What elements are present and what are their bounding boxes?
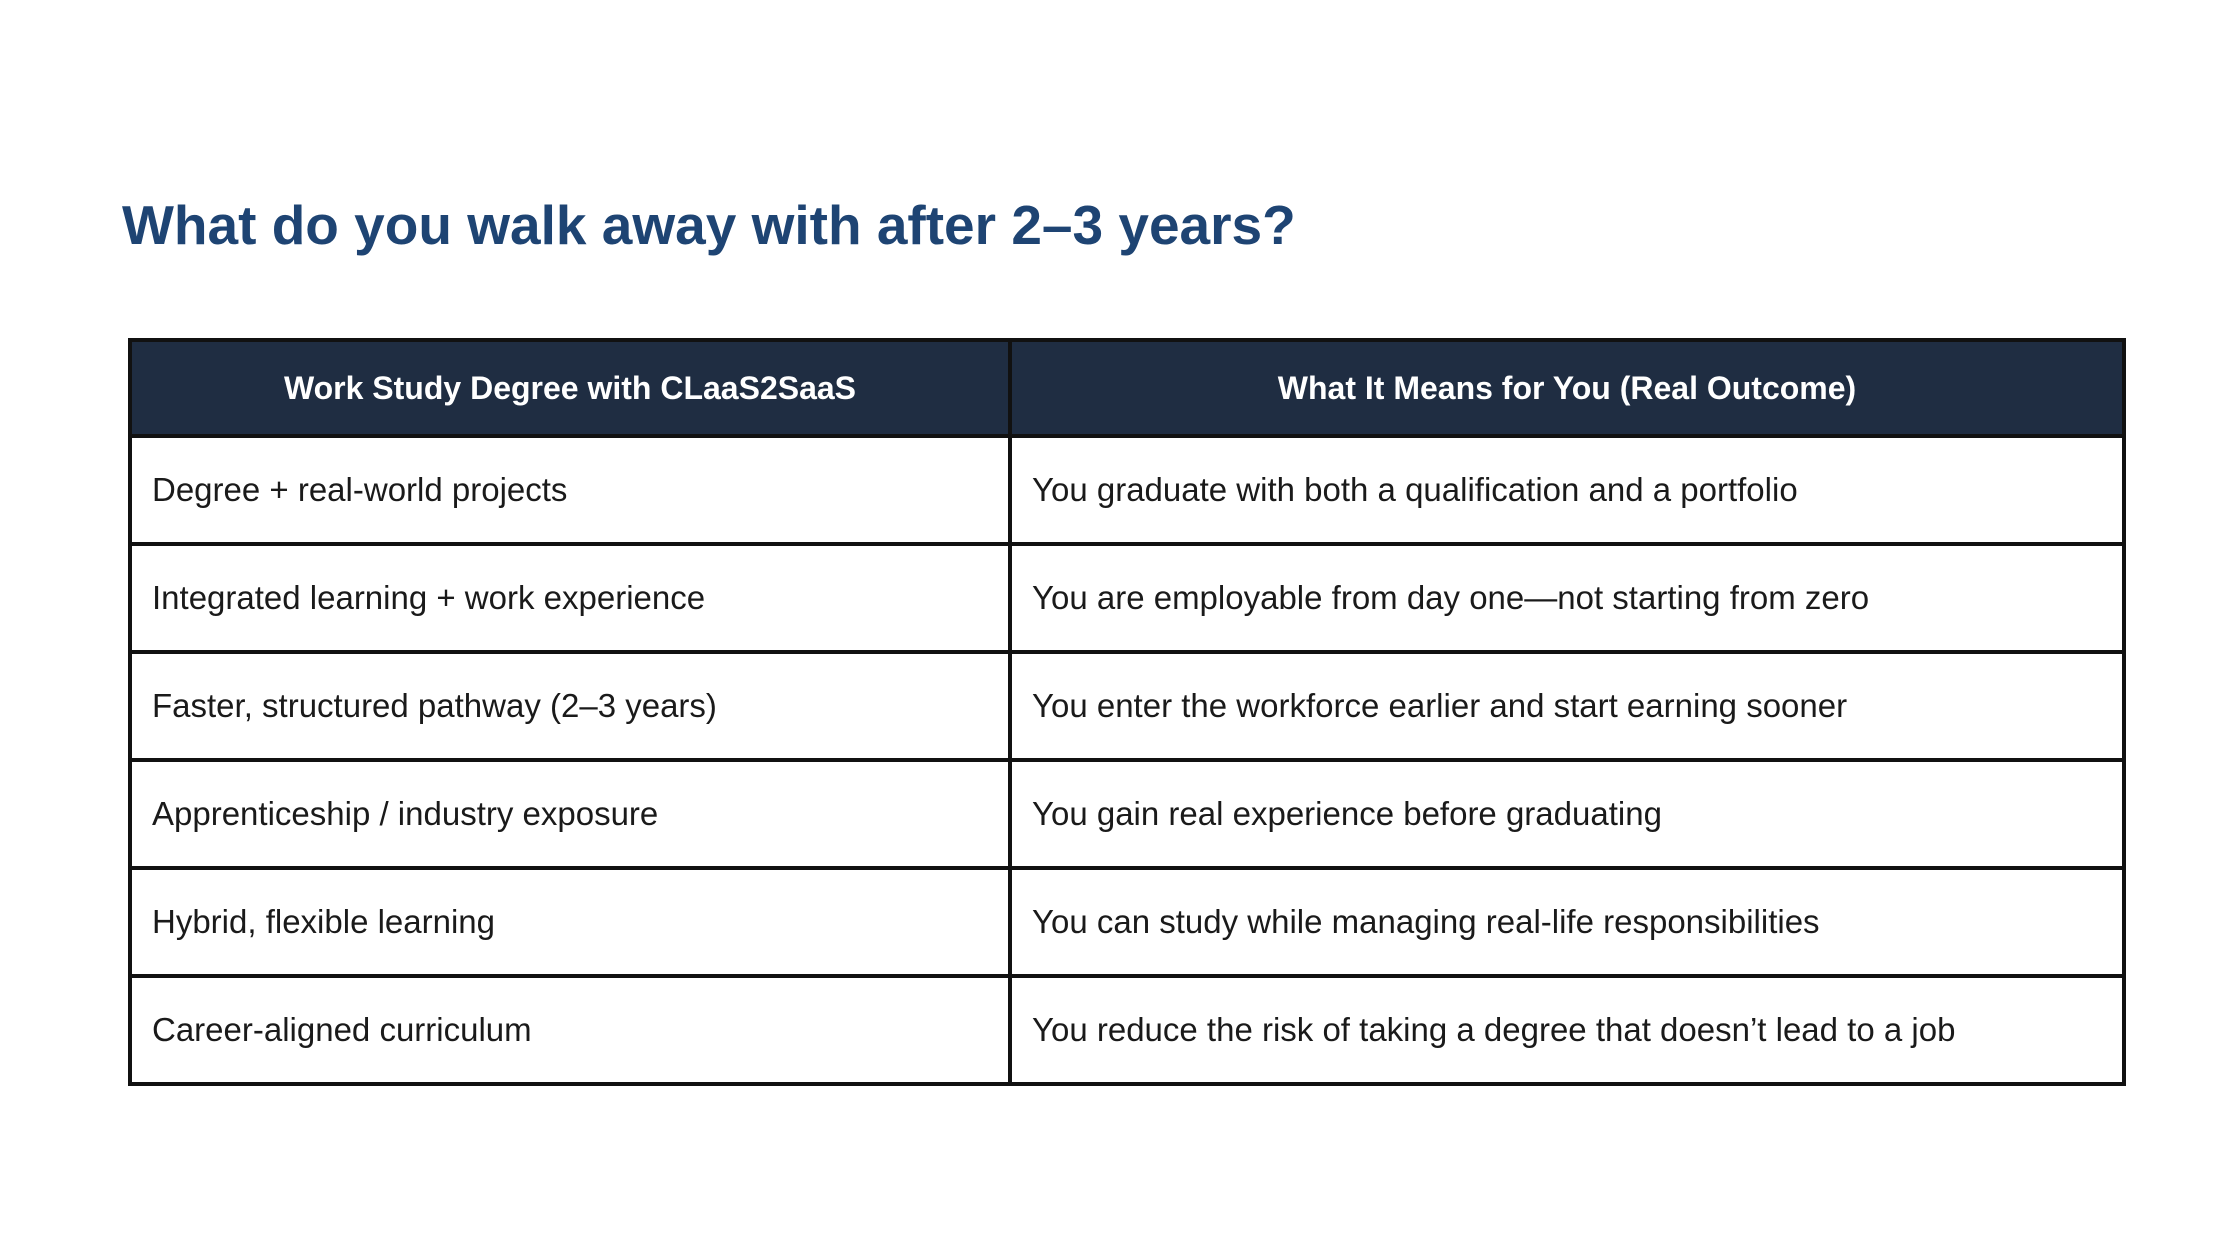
table-row: Career-aligned curriculum You reduce the… [128,974,2126,1086]
table-cell-outcome: You are employable from day one—not star… [1008,542,2126,654]
table-row: Apprenticeship / industry exposure You g… [128,758,2126,870]
table-cell-feature: Integrated learning + work experience [128,542,1012,654]
table-cell-feature: Degree + real-world projects [128,434,1012,546]
table-cell-outcome: You reduce the risk of taking a degree t… [1008,974,2126,1086]
comparison-table-container: Work Study Degree with CLaaS2SaaS What I… [128,338,2126,1086]
table-cell-outcome: You enter the workforce earlier and star… [1008,650,2126,762]
column-header-program: Work Study Degree with CLaaS2SaaS [128,338,1012,438]
table-row: Degree + real-world projects You graduat… [128,434,2126,546]
table-row: Integrated learning + work experience Yo… [128,542,2126,654]
table-cell-feature: Apprenticeship / industry exposure [128,758,1012,870]
table-row: Hybrid, flexible learning You can study … [128,866,2126,978]
column-header-outcome: What It Means for You (Real Outcome) [1008,338,2126,438]
comparison-table: Work Study Degree with CLaaS2SaaS What I… [128,338,2126,1086]
table-header-row: Work Study Degree with CLaaS2SaaS What I… [128,338,2126,438]
table-cell-outcome: You graduate with both a qualification a… [1008,434,2126,546]
table-cell-feature: Faster, structured pathway (2–3 years) [128,650,1012,762]
page-title: What do you walk away with after 2–3 yea… [122,194,1296,256]
table-cell-outcome: You can study while managing real-life r… [1008,866,2126,978]
table-cell-feature: Career-aligned curriculum [128,974,1012,1086]
table-row: Faster, structured pathway (2–3 years) Y… [128,650,2126,762]
table-cell-outcome: You gain real experience before graduati… [1008,758,2126,870]
table-cell-feature: Hybrid, flexible learning [128,866,1012,978]
